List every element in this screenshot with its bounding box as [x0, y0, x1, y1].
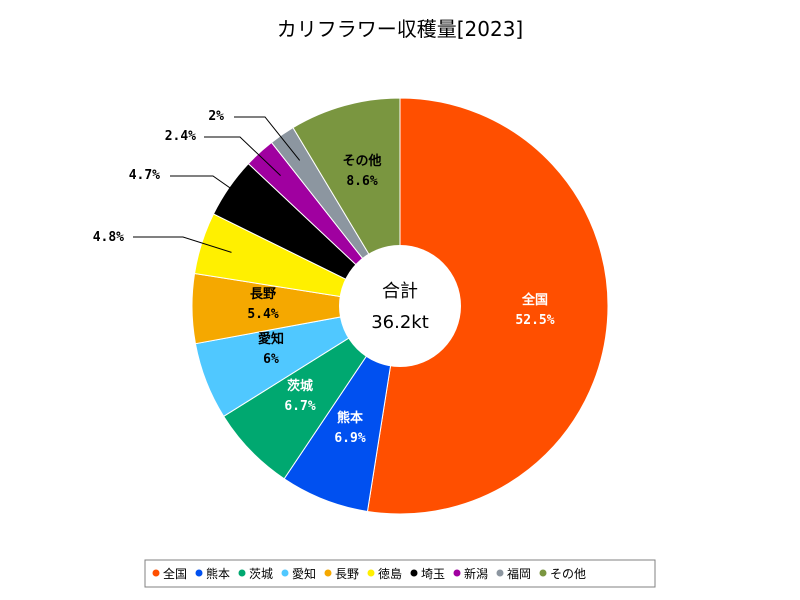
legend-marker-5 [367, 569, 375, 577]
legend: 全国 熊本 茨城 愛知 長野 徳島 埼玉 新潟 福岡 その他 [144, 559, 656, 588]
legend-label-4: 長野 [335, 567, 359, 581]
slice-value-label-1: 6.9% [334, 431, 365, 446]
legend-label-9: その他 [550, 567, 586, 581]
legend-label-2: 茨城 [249, 567, 273, 581]
slice-name-label-2: 茨城 [287, 378, 313, 394]
legend-marker-9 [539, 569, 547, 577]
legend-marker-8 [496, 569, 504, 577]
legend-label-6: 埼玉 [421, 567, 445, 581]
legend-marker-7 [453, 569, 461, 577]
slice-value-label-2: 6.7% [284, 399, 315, 414]
slice-name-label-1: 熊本 [337, 410, 363, 426]
legend-label-5: 徳島 [378, 566, 402, 581]
legend-label-3: 愛知 [292, 567, 316, 581]
slice-name-label-3: 愛知 [258, 331, 284, 347]
slice-name-label-9: その他 [342, 153, 381, 169]
legend-label-8: 福岡 [507, 566, 531, 581]
slice-value-label-7: 2.4% [165, 129, 196, 144]
legend-marker-1 [195, 569, 203, 577]
legend-box [144, 559, 656, 588]
legend-marker-3 [281, 569, 289, 577]
pie-slice-0 [366, 97, 609, 515]
slice-value-label-9: 8.6% [346, 174, 377, 189]
leader-line-7 [204, 136, 281, 176]
legend-marker-0 [152, 569, 160, 577]
leader-line-5 [133, 236, 232, 253]
center-total: 36.2kt [371, 312, 429, 333]
slice-value-label-8: 2% [208, 109, 224, 124]
legend-marker-4 [324, 569, 332, 577]
leader-lines [133, 116, 301, 253]
slice-value-label-5: 4.8% [93, 230, 124, 245]
legend-marker-2 [238, 569, 246, 577]
leader-line-6 [170, 175, 255, 206]
center-hole [339, 245, 461, 367]
slice-value-label-4: 5.4% [247, 307, 278, 322]
center-label: 合計 [382, 281, 418, 302]
slice-value-label-3: 6% [263, 352, 279, 367]
slice-labels: 全国 52.5% 熊本 6.9% 茨城 6.7% 愛知 6% 長野 5.4% 4.8% 4.7% 2.4… [93, 109, 555, 446]
legend-marker-6 [410, 569, 418, 577]
legend-label-0: 全国 [163, 566, 187, 581]
slice-name-label-4: 長野 [250, 287, 276, 302]
slice-value-label-0: 52.5% [515, 313, 554, 328]
legend-label-7: 新潟 [464, 566, 488, 581]
chart-title: カリフラワー収穫量[2023] [277, 17, 524, 41]
leader-line-8 [234, 116, 301, 161]
slice-name-label-0: 全国 [521, 292, 548, 308]
slice-value-label-6: 4.7% [129, 168, 160, 183]
legend-label-1: 熊本 [206, 566, 230, 581]
